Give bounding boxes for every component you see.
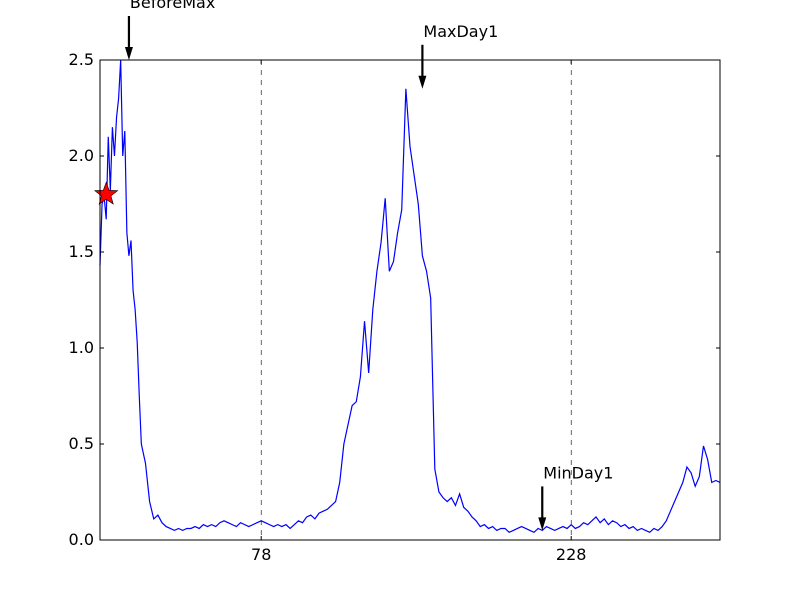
axes-layer: 0.0 0.5 1.0 1.5 2.0 2.5 78 228 xyxy=(69,50,721,564)
x-tick-label: 228 xyxy=(556,545,587,564)
star-marker xyxy=(93,181,119,205)
annotation-arrow-head xyxy=(418,75,427,89)
grid-layer xyxy=(260,60,572,540)
annotation-layer: BeforeMax MaxDay1 MinDay1 xyxy=(124,0,613,531)
y-tick-label: 1.5 xyxy=(69,242,94,261)
y-tick-label: 0.5 xyxy=(69,434,94,453)
plot-frame xyxy=(99,59,721,541)
x-tick-label: 78 xyxy=(251,545,271,564)
y-tick-label: 0.0 xyxy=(69,530,94,549)
y-tick-label: 1.0 xyxy=(69,338,94,357)
annotation-label: BeforeMax xyxy=(130,0,215,12)
series-line xyxy=(99,59,721,534)
annotation-label: MinDay1 xyxy=(543,463,613,482)
y-tick-label: 2.0 xyxy=(69,146,94,165)
annotation-arrow-head xyxy=(124,47,133,60)
line-layer xyxy=(99,59,721,534)
annotation-arrow-head xyxy=(538,517,547,531)
annotation-label: MaxDay1 xyxy=(423,22,498,41)
marker-layer xyxy=(93,181,119,205)
y-tick-label: 2.5 xyxy=(69,50,94,69)
